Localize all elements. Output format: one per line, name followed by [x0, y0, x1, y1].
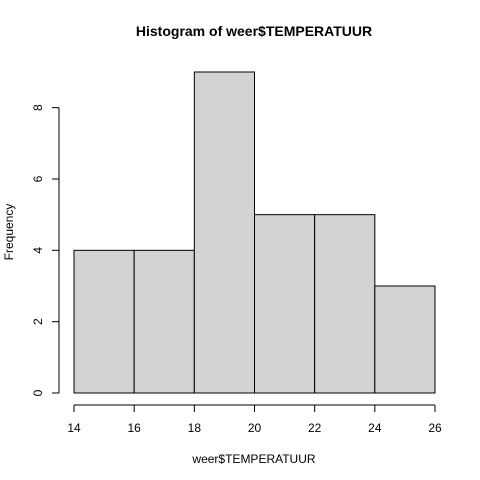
- histogram-bar-3: [193, 71, 255, 394]
- y-axis: 0 2 4 6 8: [31, 104, 60, 396]
- y-tick-label: 4: [31, 247, 45, 254]
- histogram-bar-4: [254, 214, 316, 394]
- x-tick-label: 14: [67, 421, 81, 435]
- x-tick-label: 16: [127, 421, 141, 435]
- x-axis-label: weer$TEMPERATUUR: [191, 452, 315, 466]
- histogram-bar-6: [374, 285, 436, 394]
- x-tick-label: 18: [188, 421, 202, 435]
- bars-group: [73, 71, 436, 394]
- chart-title: Histogram of weer$TEMPERATUUR: [136, 23, 372, 39]
- x-tick-label: 22: [308, 421, 322, 435]
- y-tick-label: 8: [31, 104, 45, 111]
- y-tick-label: 2: [31, 318, 45, 325]
- x-axis: 14 16 18 20 22 24 26: [67, 404, 442, 435]
- x-tick-label: 24: [368, 421, 382, 435]
- histogram-bar-1: [73, 249, 135, 394]
- x-tick-label: 26: [428, 421, 442, 435]
- y-tick-label: 0: [31, 389, 45, 396]
- histogram-bar-5: [314, 214, 376, 394]
- y-axis-label: Frequency: [2, 204, 16, 261]
- y-tick-label: 6: [31, 175, 45, 182]
- histogram-bar-2: [133, 249, 195, 394]
- x-tick-label: 20: [248, 421, 262, 435]
